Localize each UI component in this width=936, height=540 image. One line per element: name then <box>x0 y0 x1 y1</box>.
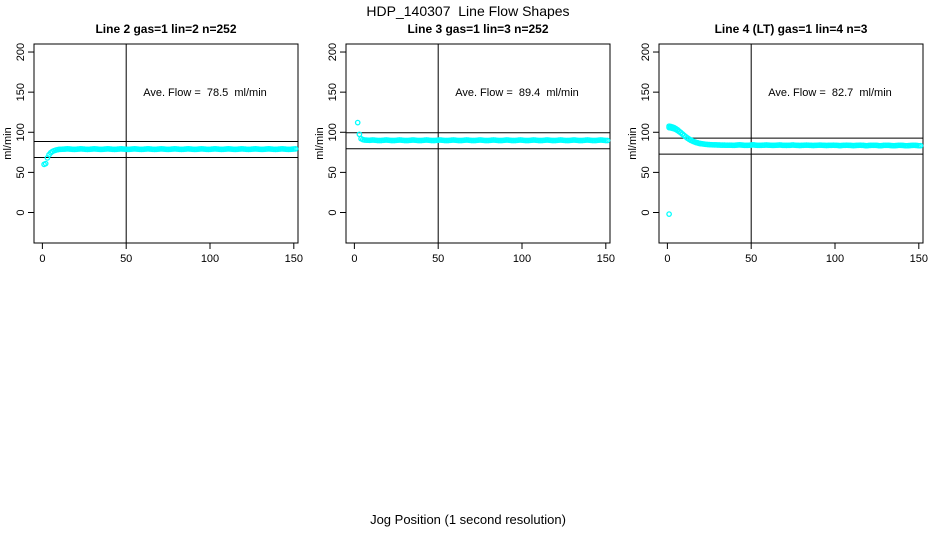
panel-axes: 0 50 100 150 0 50 100 150 200 <box>327 43 615 265</box>
panel-axes: 0 50 100 150 0 50 100 150 200 <box>15 43 303 265</box>
x-tick-label: 100 <box>513 253 531 265</box>
average-flow-annotation: Ave. Flow = 78.5 ml/min <box>143 87 267 99</box>
figure-title: HDP_140307 Line Flow Shapes <box>366 3 569 19</box>
data-point <box>666 211 672 217</box>
y-tick-label: 0 <box>15 209 27 215</box>
x-tick-label: 100 <box>201 253 219 265</box>
x-tick-label: 100 <box>826 253 844 265</box>
y-tick-label: 50 <box>327 166 339 178</box>
y-tick-label: 0 <box>327 209 339 215</box>
y-tick-label: 200 <box>640 43 652 61</box>
y-axis-label: ml/min <box>314 127 326 159</box>
data-point <box>917 142 924 149</box>
x-tick-label: 150 <box>597 253 615 265</box>
y-axis-label: ml/min <box>2 127 14 159</box>
panel-title: Line 4 (LT) gas=1 lin=4 n=3 <box>715 22 868 36</box>
x-axis-label: Jog Position (1 second resolution) <box>370 512 566 527</box>
y-tick-label: 0 <box>640 209 652 215</box>
y-tick-label: 200 <box>327 43 339 61</box>
x-tick-label: 0 <box>664 253 670 265</box>
x-tick-label: 50 <box>745 253 757 265</box>
y-tick-label: 100 <box>327 123 339 141</box>
data-point <box>604 137 611 144</box>
data-point <box>354 119 361 126</box>
x-tick-label: 0 <box>39 253 45 265</box>
plot-box <box>658 43 924 244</box>
data-point <box>698 140 704 147</box>
x-tick-label: 50 <box>120 253 132 265</box>
panel-line-4: Line 4 (LT) gas=1 lin=4 n=3 ml/min 0 50 10… <box>627 22 928 265</box>
plot-box <box>33 43 299 244</box>
panel-points <box>354 119 611 144</box>
x-tick-label: 0 <box>351 253 357 265</box>
x-tick-label: 150 <box>285 253 303 265</box>
y-tick-label: 50 <box>640 166 652 178</box>
y-axis-label: ml/min <box>627 127 639 159</box>
panel-points <box>41 146 299 168</box>
plot-box <box>345 43 611 244</box>
y-tick-label: 100 <box>640 123 652 141</box>
x-tick-label: 150 <box>910 253 928 265</box>
panel-points <box>666 123 924 217</box>
panel-title: Line 2 gas=1 lin=2 n=252 <box>95 22 236 36</box>
panel-line-2: Line 2 gas=1 lin=2 n=252 ml/min 0 50 100 15… <box>2 22 303 265</box>
average-flow-annotation: Ave. Flow = 82.7 ml/min <box>768 87 892 99</box>
y-tick-label: 200 <box>15 43 27 61</box>
y-tick-label: 150 <box>640 83 652 101</box>
y-tick-label: 100 <box>15 123 27 141</box>
average-flow-annotation: Ave. Flow = 89.4 ml/min <box>455 87 579 99</box>
panel-line-3: Line 3 gas=1 lin=3 n=252 ml/min 0 50 100 15… <box>314 22 615 265</box>
data-point <box>42 160 49 167</box>
data-point <box>292 146 299 152</box>
panel-title: Line 3 gas=1 lin=3 n=252 <box>407 22 548 36</box>
panel-axes: 0 50 100 150 0 50 100 150 200 <box>640 43 928 265</box>
y-tick-label: 150 <box>15 83 27 101</box>
y-tick-label: 150 <box>327 83 339 101</box>
x-tick-label: 50 <box>432 253 444 265</box>
y-tick-label: 50 <box>15 166 27 178</box>
